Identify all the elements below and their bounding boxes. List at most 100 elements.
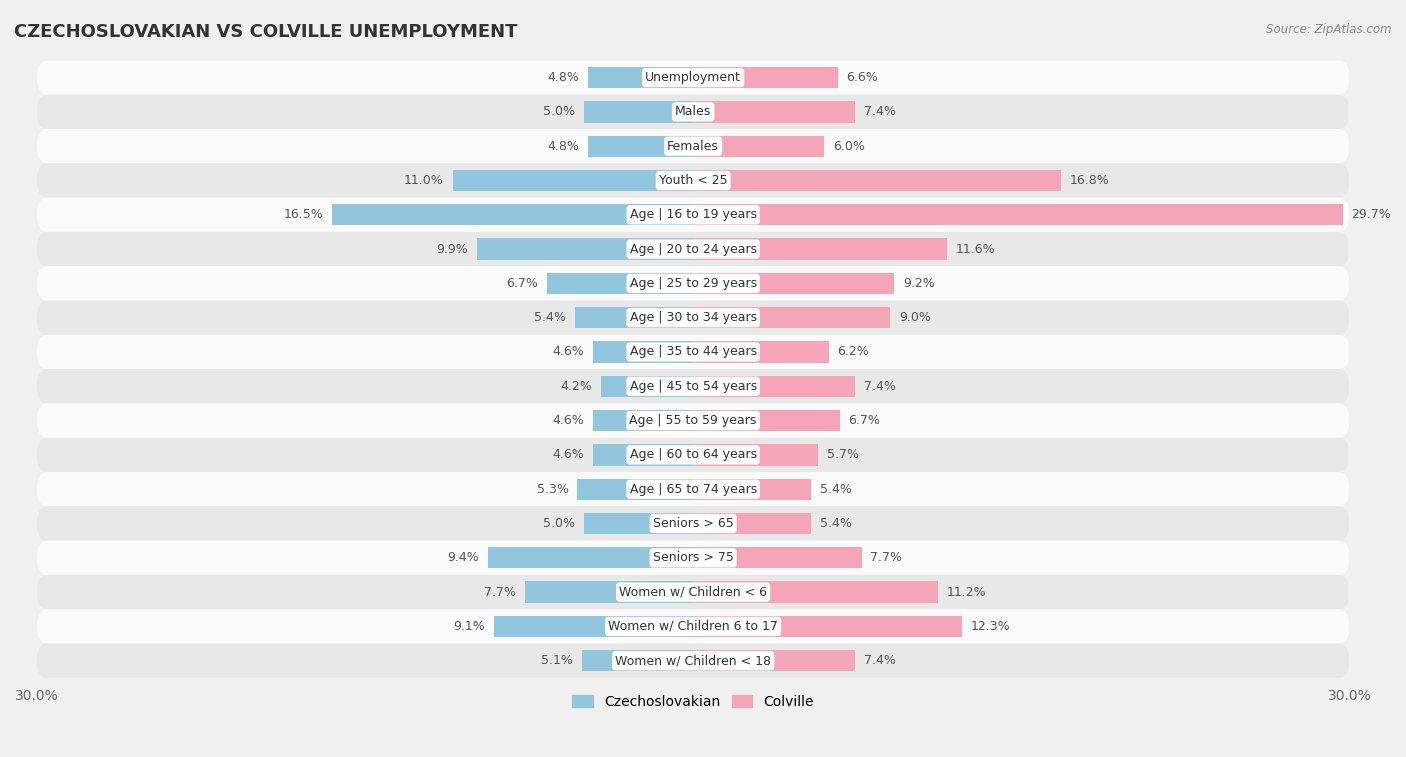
Text: 5.4%: 5.4% bbox=[820, 483, 852, 496]
Text: 12.3%: 12.3% bbox=[972, 620, 1011, 633]
Text: 5.1%: 5.1% bbox=[541, 654, 572, 667]
FancyBboxPatch shape bbox=[37, 575, 1350, 609]
Text: 11.2%: 11.2% bbox=[946, 586, 987, 599]
Text: 6.2%: 6.2% bbox=[838, 345, 869, 359]
Text: 5.7%: 5.7% bbox=[827, 448, 859, 462]
Bar bbox=[693, 444, 818, 466]
Text: Source: ZipAtlas.com: Source: ZipAtlas.com bbox=[1267, 23, 1392, 36]
Text: 5.3%: 5.3% bbox=[537, 483, 568, 496]
Bar bbox=[332, 204, 693, 226]
Text: 6.0%: 6.0% bbox=[834, 140, 865, 153]
Text: 11.6%: 11.6% bbox=[956, 242, 995, 256]
Bar bbox=[693, 375, 855, 397]
FancyBboxPatch shape bbox=[37, 643, 1350, 678]
Text: Age | 45 to 54 years: Age | 45 to 54 years bbox=[630, 380, 756, 393]
FancyBboxPatch shape bbox=[37, 540, 1350, 575]
Text: 7.7%: 7.7% bbox=[484, 586, 516, 599]
Bar bbox=[588, 136, 693, 157]
Text: Women w/ Children 6 to 17: Women w/ Children 6 to 17 bbox=[609, 620, 778, 633]
Text: Age | 65 to 74 years: Age | 65 to 74 years bbox=[630, 483, 756, 496]
FancyBboxPatch shape bbox=[37, 438, 1350, 472]
Text: 9.9%: 9.9% bbox=[436, 242, 468, 256]
Bar bbox=[693, 581, 938, 603]
Bar bbox=[693, 478, 811, 500]
Text: Women w/ Children < 18: Women w/ Children < 18 bbox=[616, 654, 770, 667]
FancyBboxPatch shape bbox=[37, 506, 1350, 540]
FancyBboxPatch shape bbox=[37, 164, 1350, 198]
FancyBboxPatch shape bbox=[37, 129, 1350, 164]
Bar bbox=[477, 238, 693, 260]
FancyBboxPatch shape bbox=[37, 472, 1350, 506]
Text: 4.2%: 4.2% bbox=[561, 380, 592, 393]
Text: 7.4%: 7.4% bbox=[863, 654, 896, 667]
Text: 4.6%: 4.6% bbox=[553, 448, 583, 462]
Text: 7.4%: 7.4% bbox=[863, 380, 896, 393]
Text: Youth < 25: Youth < 25 bbox=[659, 174, 727, 187]
Text: 6.7%: 6.7% bbox=[506, 277, 538, 290]
Bar bbox=[693, 615, 962, 637]
FancyBboxPatch shape bbox=[37, 369, 1350, 403]
Bar bbox=[693, 307, 890, 329]
Bar bbox=[592, 341, 693, 363]
Text: CZECHOSLOVAKIAN VS COLVILLE UNEMPLOYMENT: CZECHOSLOVAKIAN VS COLVILLE UNEMPLOYMENT bbox=[14, 23, 517, 41]
Text: 4.6%: 4.6% bbox=[553, 414, 583, 427]
Text: 9.1%: 9.1% bbox=[454, 620, 485, 633]
FancyBboxPatch shape bbox=[37, 335, 1350, 369]
Bar bbox=[693, 341, 828, 363]
Text: 29.7%: 29.7% bbox=[1351, 208, 1392, 221]
Text: Age | 55 to 59 years: Age | 55 to 59 years bbox=[630, 414, 756, 427]
FancyBboxPatch shape bbox=[37, 198, 1350, 232]
Bar bbox=[693, 273, 894, 294]
Bar bbox=[494, 615, 693, 637]
Bar bbox=[578, 478, 693, 500]
Bar bbox=[693, 650, 855, 671]
Text: Males: Males bbox=[675, 105, 711, 118]
Bar bbox=[583, 513, 693, 534]
Text: Age | 60 to 64 years: Age | 60 to 64 years bbox=[630, 448, 756, 462]
Text: 16.8%: 16.8% bbox=[1070, 174, 1109, 187]
Text: Age | 35 to 44 years: Age | 35 to 44 years bbox=[630, 345, 756, 359]
FancyBboxPatch shape bbox=[37, 609, 1350, 643]
Text: Age | 20 to 24 years: Age | 20 to 24 years bbox=[630, 242, 756, 256]
Bar bbox=[693, 513, 811, 534]
FancyBboxPatch shape bbox=[37, 95, 1350, 129]
Text: 7.7%: 7.7% bbox=[870, 551, 903, 564]
Text: 4.6%: 4.6% bbox=[553, 345, 583, 359]
Text: Unemployment: Unemployment bbox=[645, 71, 741, 84]
Bar bbox=[693, 238, 946, 260]
Text: 9.0%: 9.0% bbox=[898, 311, 931, 324]
Bar bbox=[693, 410, 839, 431]
Bar bbox=[524, 581, 693, 603]
Text: 16.5%: 16.5% bbox=[284, 208, 323, 221]
FancyBboxPatch shape bbox=[37, 301, 1350, 335]
Text: 4.8%: 4.8% bbox=[547, 140, 579, 153]
Bar bbox=[547, 273, 693, 294]
Text: 9.4%: 9.4% bbox=[447, 551, 479, 564]
Bar bbox=[693, 170, 1060, 191]
Text: 5.4%: 5.4% bbox=[820, 517, 852, 530]
Bar bbox=[693, 67, 838, 89]
Bar bbox=[693, 204, 1343, 226]
Bar bbox=[453, 170, 693, 191]
Text: 11.0%: 11.0% bbox=[404, 174, 444, 187]
Text: 5.4%: 5.4% bbox=[534, 311, 567, 324]
Bar bbox=[582, 650, 693, 671]
FancyBboxPatch shape bbox=[37, 232, 1350, 266]
Bar bbox=[693, 136, 824, 157]
Bar bbox=[488, 547, 693, 569]
Bar bbox=[592, 410, 693, 431]
Text: 6.6%: 6.6% bbox=[846, 71, 877, 84]
Text: Females: Females bbox=[668, 140, 718, 153]
Bar bbox=[693, 101, 855, 123]
Text: 5.0%: 5.0% bbox=[543, 105, 575, 118]
Text: Women w/ Children < 6: Women w/ Children < 6 bbox=[619, 586, 768, 599]
Text: Age | 30 to 34 years: Age | 30 to 34 years bbox=[630, 311, 756, 324]
Legend: Czechoslovakian, Colville: Czechoslovakian, Colville bbox=[567, 689, 820, 714]
FancyBboxPatch shape bbox=[37, 403, 1350, 438]
Text: 6.7%: 6.7% bbox=[848, 414, 880, 427]
FancyBboxPatch shape bbox=[37, 61, 1350, 95]
Text: Age | 25 to 29 years: Age | 25 to 29 years bbox=[630, 277, 756, 290]
Text: Seniors > 75: Seniors > 75 bbox=[652, 551, 734, 564]
Text: Seniors > 65: Seniors > 65 bbox=[652, 517, 734, 530]
Text: 4.8%: 4.8% bbox=[547, 71, 579, 84]
